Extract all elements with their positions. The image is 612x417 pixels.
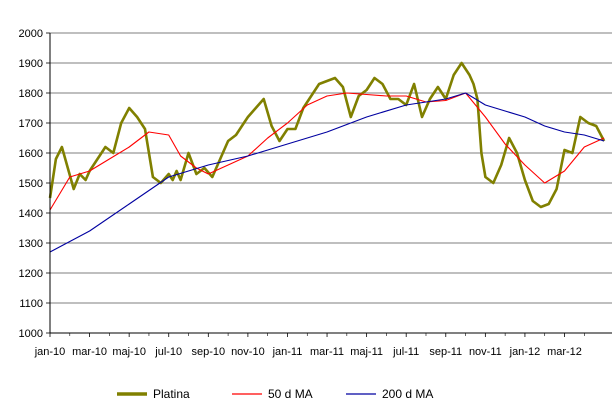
x-tick-label: nov-11 <box>469 346 502 358</box>
legend-label: 200 d MA <box>382 387 433 401</box>
x-tick-label: jan-12 <box>509 346 541 358</box>
x-tick-label: mar-11 <box>310 346 344 358</box>
y-axis-ticks: 1000 1100 1200 1300 1400 1500 1600 1700 1800 1900… <box>19 28 50 340</box>
x-tick-label: jan-11 <box>272 346 303 358</box>
legend: Platina 50 d MA 200 d MA <box>117 387 433 401</box>
x-tick-label: jul-11 <box>392 346 419 358</box>
axes <box>49 33 612 334</box>
x-tick-label: mar-12 <box>547 346 582 358</box>
y-tick-label: 1000 <box>19 328 43 340</box>
y-tick-label: 1900 <box>19 58 43 70</box>
y-tick-label: 1100 <box>19 298 43 310</box>
x-tick-label: sep-11 <box>429 346 462 358</box>
series-lines <box>48 61 606 253</box>
x-tick-label: maj-10 <box>112 346 146 358</box>
legend-label: 50 d MA <box>268 387 313 401</box>
y-tick-label: 1800 <box>19 88 43 100</box>
series-line-platina <box>48 61 606 209</box>
y-tick-label: 1300 <box>19 238 43 250</box>
gridlines <box>50 32 612 334</box>
x-tick-label: mar-10 <box>72 346 107 358</box>
legend-label: Platina <box>153 387 190 401</box>
x-tick-label: jul-10 <box>154 346 182 358</box>
y-tick-label: 1200 <box>19 268 43 280</box>
x-tick-label: maj-11 <box>350 346 383 358</box>
y-tick-label: 1700 <box>19 118 43 130</box>
y-tick-label: 2000 <box>19 28 43 40</box>
x-axis-ticks: jan-10 mar-10 maj-10 jul-10 sep-10 nov-10 jan-… <box>34 333 585 358</box>
x-tick-label: jan-10 <box>34 346 66 358</box>
series-line-50-d-ma <box>49 92 605 211</box>
x-tick-label: sep-10 <box>191 346 225 358</box>
y-tick-label: 1600 <box>19 148 43 160</box>
y-tick-label: 1400 <box>19 208 43 220</box>
series-line-200-d-ma <box>49 92 605 253</box>
y-tick-label: 1500 <box>19 178 43 190</box>
x-tick-label: nov-10 <box>231 346 265 358</box>
